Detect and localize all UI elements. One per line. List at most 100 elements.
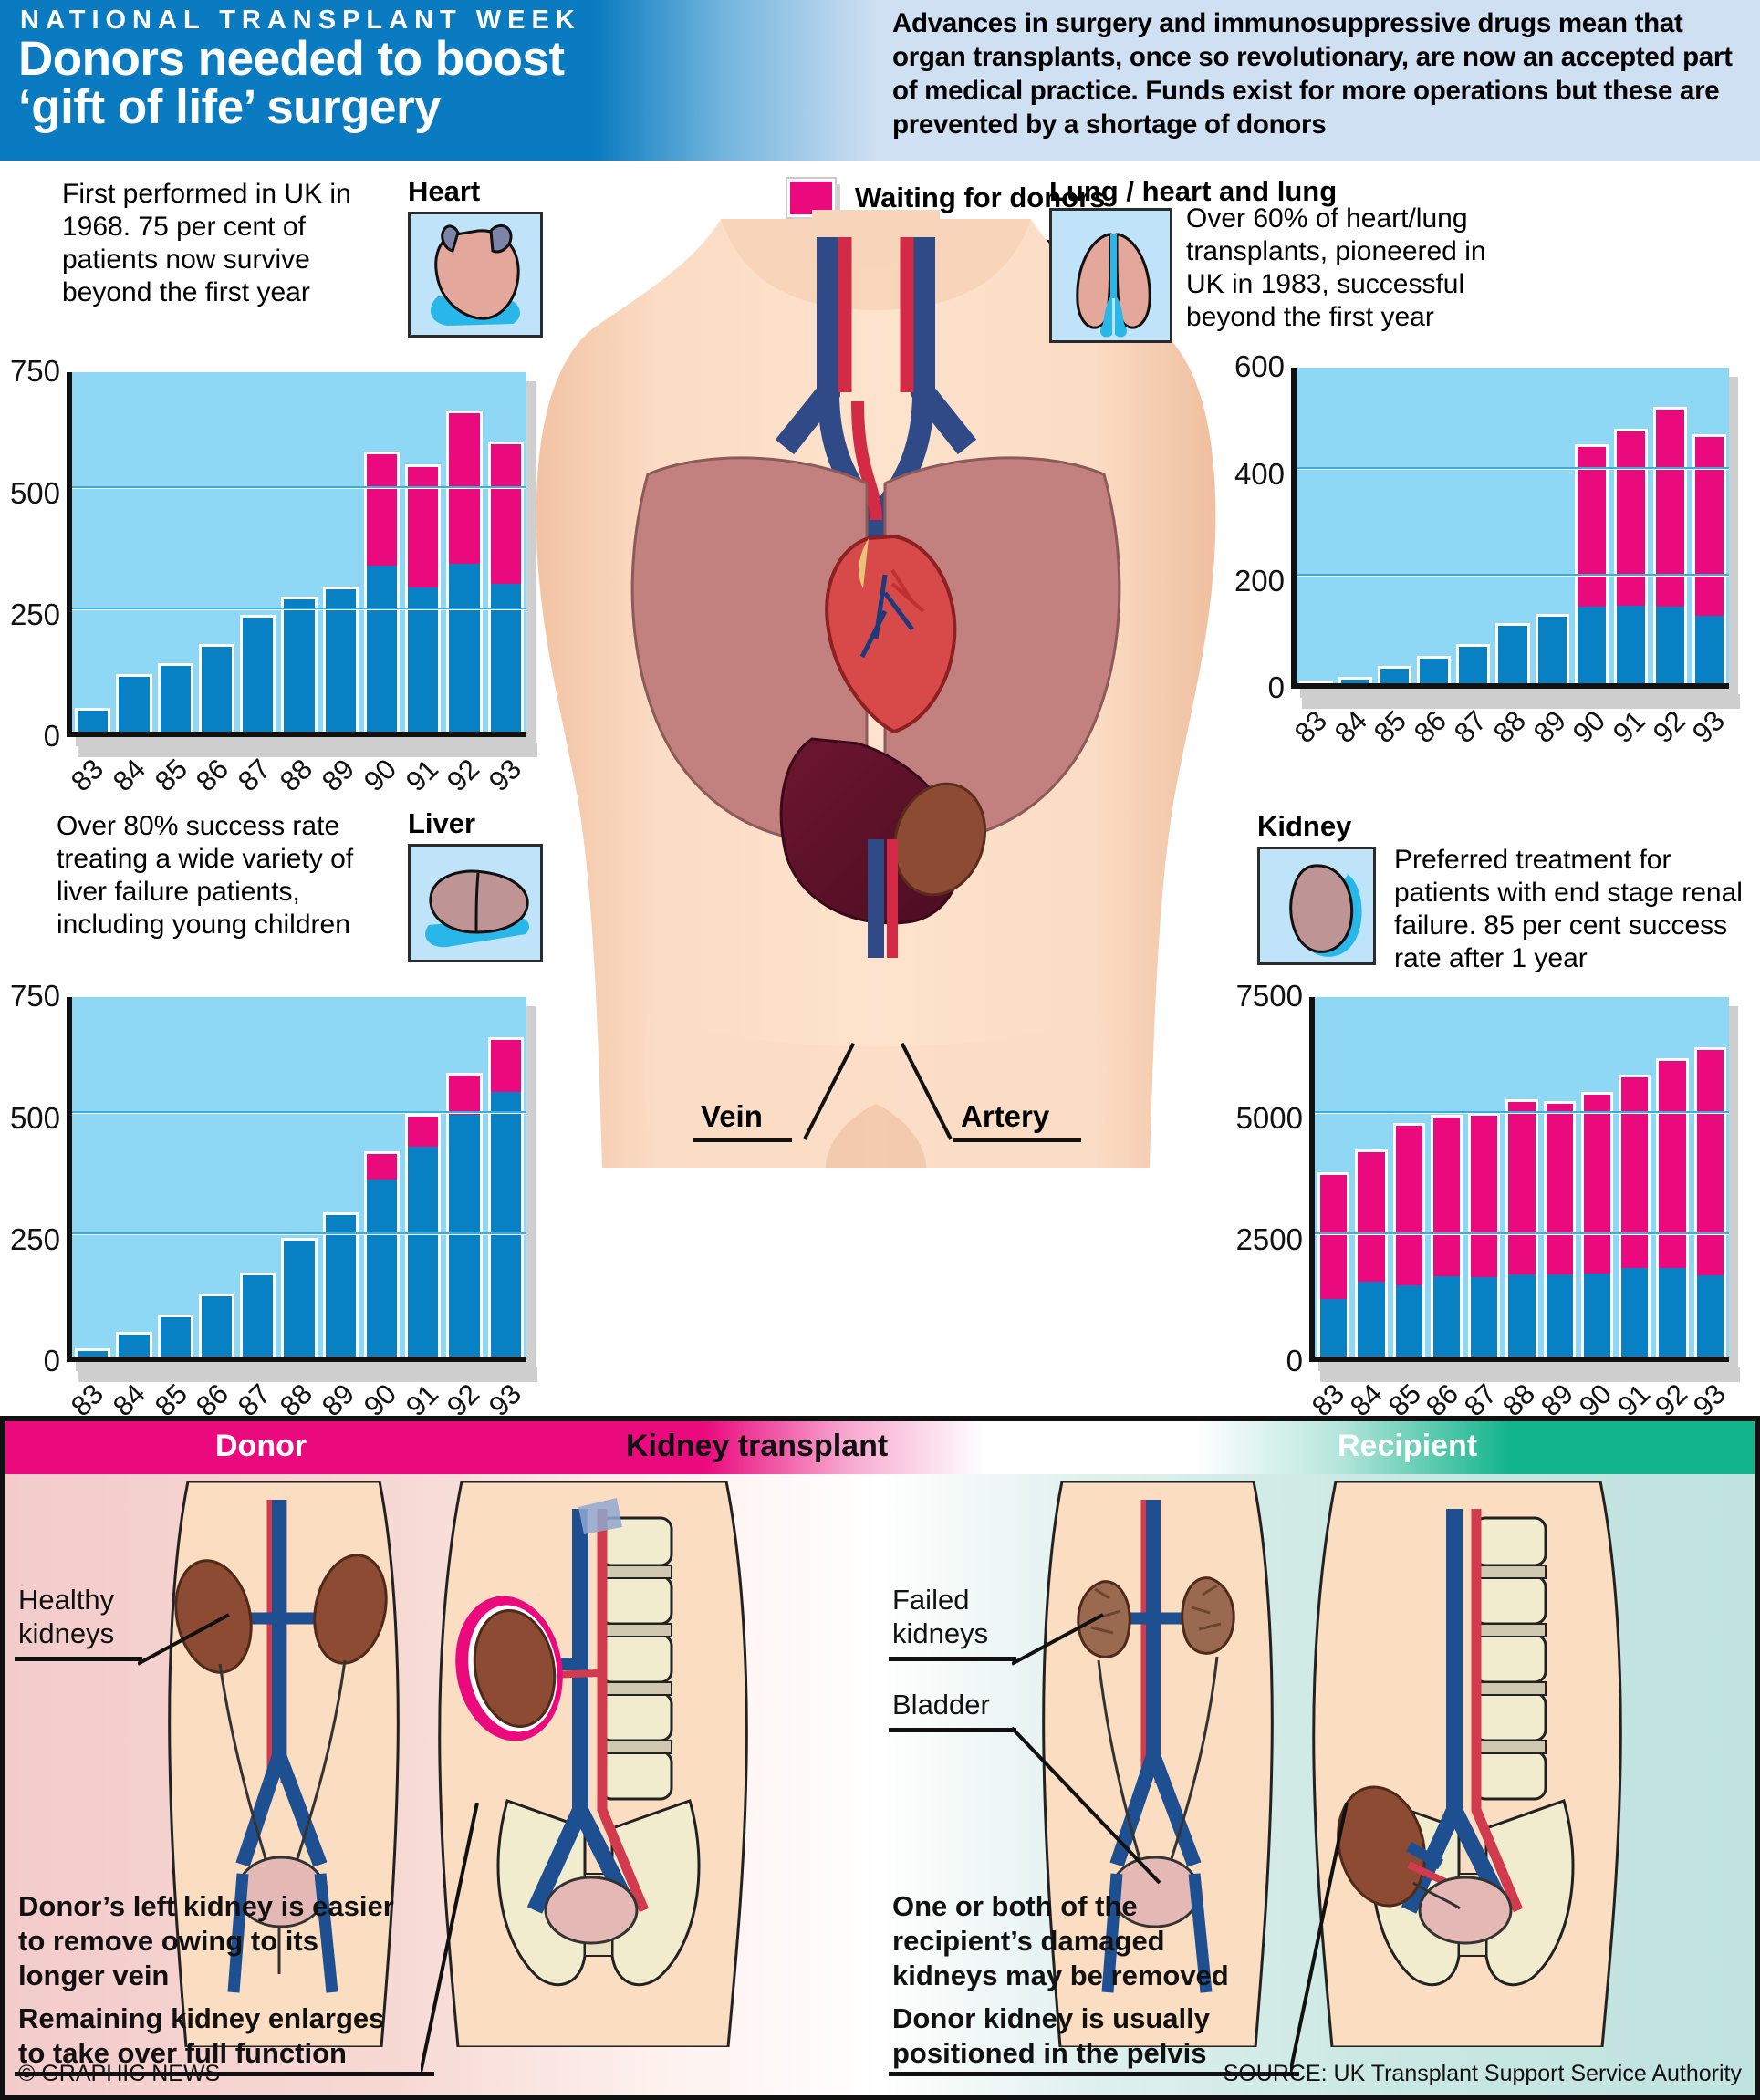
- organ-title-lung: Lung / heart and lung: [1049, 175, 1338, 207]
- bar-lung-84: [1338, 368, 1373, 683]
- organ-note-liver: Over 80% success rate treating a wide va…: [57, 811, 354, 940]
- chart-kidney-ytick-5000: 5000: [1235, 1101, 1303, 1136]
- source-text: SOURCE: UK Transplant Support Service Au…: [1223, 2061, 1742, 2086]
- bar-heart-87: [240, 372, 276, 732]
- organ-note-kidney: Preferred treatment for patients with en…: [1394, 845, 1743, 973]
- chart-liver-axis-shadow: [78, 1367, 537, 1382]
- bar-segment-operations: [405, 587, 442, 732]
- bar-kidney-86: [1430, 997, 1463, 1357]
- bar-kidney-85: [1392, 997, 1425, 1357]
- bar-segment-operations: [1456, 643, 1491, 683]
- bar-segment-waiting: [1355, 1149, 1388, 1283]
- organ-note-lung: Over 60% of heart/lung transplants, pion…: [1186, 203, 1486, 332]
- bar-heart-92: [446, 372, 483, 732]
- header-right-block: Advances in surgery and immunosuppressiv…: [876, 0, 1760, 161]
- bar-segment-operations: [1338, 677, 1373, 683]
- recipient-leader-line-2: [1012, 1726, 1161, 1885]
- organ-icon-kidney: [1257, 847, 1376, 965]
- bar-segment-operations: [116, 673, 152, 732]
- chart-heart-ytick-750: 750: [9, 354, 60, 389]
- bar-segment-operations: [1693, 1274, 1726, 1357]
- heart-organ: [825, 534, 957, 734]
- chart-heart-ytick-500: 500: [9, 476, 60, 511]
- donor-caption-leader: [421, 1803, 479, 2074]
- recipient-caption-leader: [1290, 1803, 1349, 2074]
- bar-segment-operations: [281, 1238, 318, 1357]
- bar-segment-operations: [1652, 606, 1687, 683]
- chart-lung-bars: [1297, 368, 1729, 683]
- bar-segment-waiting: [363, 1151, 401, 1180]
- bar-segment-operations: [157, 662, 193, 732]
- bar-liver-84: [116, 997, 152, 1357]
- headline-line-2: ‘gift of life’ surgery: [18, 80, 442, 134]
- chart-heart-bars: [72, 372, 526, 732]
- bar-liver-86: [198, 997, 235, 1357]
- chart-lung-ytick-0: 0: [1267, 671, 1285, 705]
- bar-segment-operations: [1535, 614, 1569, 683]
- bar-segment-operations: [1613, 605, 1648, 683]
- bar-heart-91: [405, 372, 442, 732]
- bar-segment-operations: [487, 1092, 524, 1357]
- legend-item-waiting: Waiting for donors: [787, 179, 1171, 217]
- bar-kidney-91: [1619, 997, 1651, 1357]
- bar-segment-operations: [75, 1347, 111, 1357]
- bar-heart-88: [281, 372, 318, 732]
- bar-segment-waiting: [363, 451, 401, 566]
- organ-icon-lung: [1049, 208, 1172, 343]
- bar-segment-operations: [1299, 681, 1334, 683]
- bar-segment-waiting: [1317, 1171, 1350, 1299]
- recipient-caption-1: One or both of the recipient’s damaged k…: [892, 1890, 1229, 1991]
- bar-segment-operations: [1619, 1268, 1651, 1357]
- bar-liver-88: [281, 997, 318, 1357]
- bar-heart-89: [322, 372, 359, 732]
- liver-icon: [425, 869, 530, 948]
- recipient-figure-detail: [1312, 1481, 1622, 2047]
- bar-lung-88: [1495, 368, 1530, 683]
- page-title: Donors needed to boost ‘gift of life’ su…: [18, 35, 712, 131]
- chart-liver-ytick-750: 750: [9, 979, 60, 1014]
- bar-lung-93: [1692, 368, 1727, 683]
- donor-panel: Healthy kidneys Donor’s left kidney is e…: [5, 1474, 880, 2095]
- bar-segment-waiting: [405, 463, 442, 588]
- bar-liver-90: [363, 997, 401, 1357]
- bar-segment-operations: [1580, 1273, 1614, 1357]
- organ-title-kidney: Kidney: [1257, 810, 1352, 842]
- bar-segment-waiting: [1652, 406, 1687, 607]
- bar-segment-operations: [1656, 1267, 1689, 1357]
- chart-heart-xlabels: 83 84 85 86 87 88 89 90 91 92 93: [65, 753, 527, 797]
- bar-segment-operations: [1317, 1298, 1350, 1357]
- bar-segment-operations: [1417, 656, 1452, 683]
- chart-heart-ytick-0: 0: [43, 719, 60, 754]
- bar-segment-operations: [75, 707, 111, 732]
- bar-kidney-93: [1693, 997, 1726, 1357]
- bar-segment-waiting: [446, 1072, 483, 1115]
- bar-segment-operations: [487, 584, 524, 732]
- donor-figure-whole: [168, 1481, 400, 2047]
- chart-liver-ytick-500: 500: [9, 1101, 60, 1136]
- bar-segment-operations: [1505, 1274, 1538, 1357]
- bar-segment-operations: [1495, 622, 1530, 683]
- bar-segment-operations: [240, 615, 276, 732]
- donor-caption-1: Donor’s left kidney is easier to remove …: [18, 1890, 394, 1991]
- bar-segment-operations: [1392, 1285, 1425, 1357]
- artery-label-underline: [953, 1138, 1081, 1142]
- panel-title-recipient: Recipient: [1338, 1429, 1478, 1463]
- bar-heart-85: [157, 372, 193, 732]
- recipient-caption-underline: [889, 2072, 1299, 2076]
- bar-segment-operations: [322, 1212, 359, 1357]
- recipient-label-bladder: Bladder: [892, 1689, 990, 1721]
- kicker-text: NATIONAL TRANSPLANT WEEK: [20, 5, 581, 35]
- bar-segment-operations: [446, 1114, 483, 1357]
- bar-liver-85: [157, 997, 193, 1357]
- chart-kidney-bars: [1315, 997, 1729, 1357]
- bar-segment-operations: [1692, 616, 1727, 683]
- bar-kidney-87: [1468, 997, 1501, 1357]
- panel-title-donor: Donor: [215, 1429, 307, 1463]
- bar-liver-83: [75, 997, 111, 1357]
- bar-segment-waiting: [487, 442, 524, 585]
- chart-kidney-ytick-7500: 7500: [1235, 979, 1303, 1014]
- bar-segment-waiting: [1468, 1113, 1501, 1277]
- bar-segment-operations: [1543, 1274, 1576, 1357]
- recipient-label2-underline: [889, 1728, 1016, 1732]
- right-lung-liver: [883, 456, 1121, 844]
